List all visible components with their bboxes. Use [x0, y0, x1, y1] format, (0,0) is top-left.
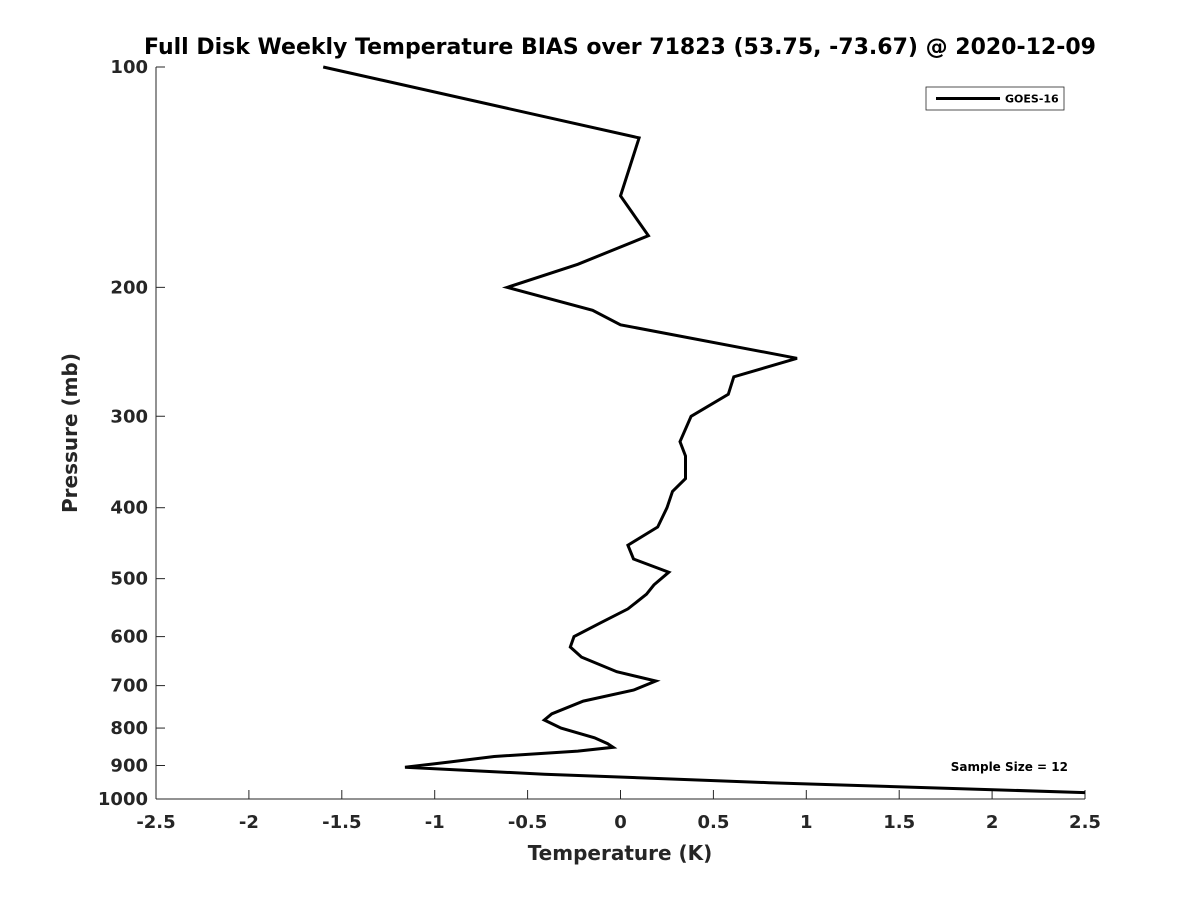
x-tick-label: -0.5: [508, 812, 547, 833]
y-tick-label: 100: [110, 57, 148, 78]
x-tick-label: 2: [986, 812, 999, 833]
x-tick-label: -1.5: [322, 812, 361, 833]
x-tick-label: -1: [425, 812, 445, 833]
x-tick-label: 1.5: [883, 812, 915, 833]
x-tick-label: 0: [614, 812, 627, 833]
y-tick-label: 800: [110, 718, 148, 739]
y-ticks: 100 200 300 400 500 600 700 800 900 1000: [98, 57, 165, 810]
x-tick-label: 1: [800, 812, 813, 833]
y-tick-label: 400: [110, 498, 148, 519]
y-tick-label: 300: [110, 406, 148, 427]
y-tick-label: 200: [110, 277, 148, 298]
x-axis-label: Temperature (K): [528, 841, 713, 865]
legend: GOES-16: [925, 86, 1065, 111]
x-tick-label: 2.5: [1069, 812, 1101, 833]
y-tick-label: 700: [110, 676, 148, 697]
legend-label-goes-16: GOES-16: [1005, 93, 1059, 106]
x-ticks: -2.5 -2 -1.5 -1 -0.5 0 0.5 1 1.5 2 2.5: [136, 790, 1101, 833]
sample-size-annotation: Sample Size = 12: [951, 760, 1068, 774]
y-tick-label: 900: [110, 756, 148, 777]
chart-title: Full Disk Weekly Temperature BIAS over 7…: [144, 35, 1096, 60]
x-tick-label: 0.5: [697, 812, 729, 833]
x-tick-label: -2: [239, 812, 259, 833]
plot-area: [156, 67, 1085, 799]
x-tick-label: -2.5: [136, 812, 175, 833]
y-tick-label: 600: [110, 627, 148, 648]
y-axis-label: Pressure (mb): [58, 353, 82, 513]
series-layer: [322, 65, 1086, 795]
series-line-goes-16: [322, 65, 1086, 795]
y-tick-label: 1000: [98, 789, 148, 810]
y-tick-label: 500: [110, 569, 148, 590]
